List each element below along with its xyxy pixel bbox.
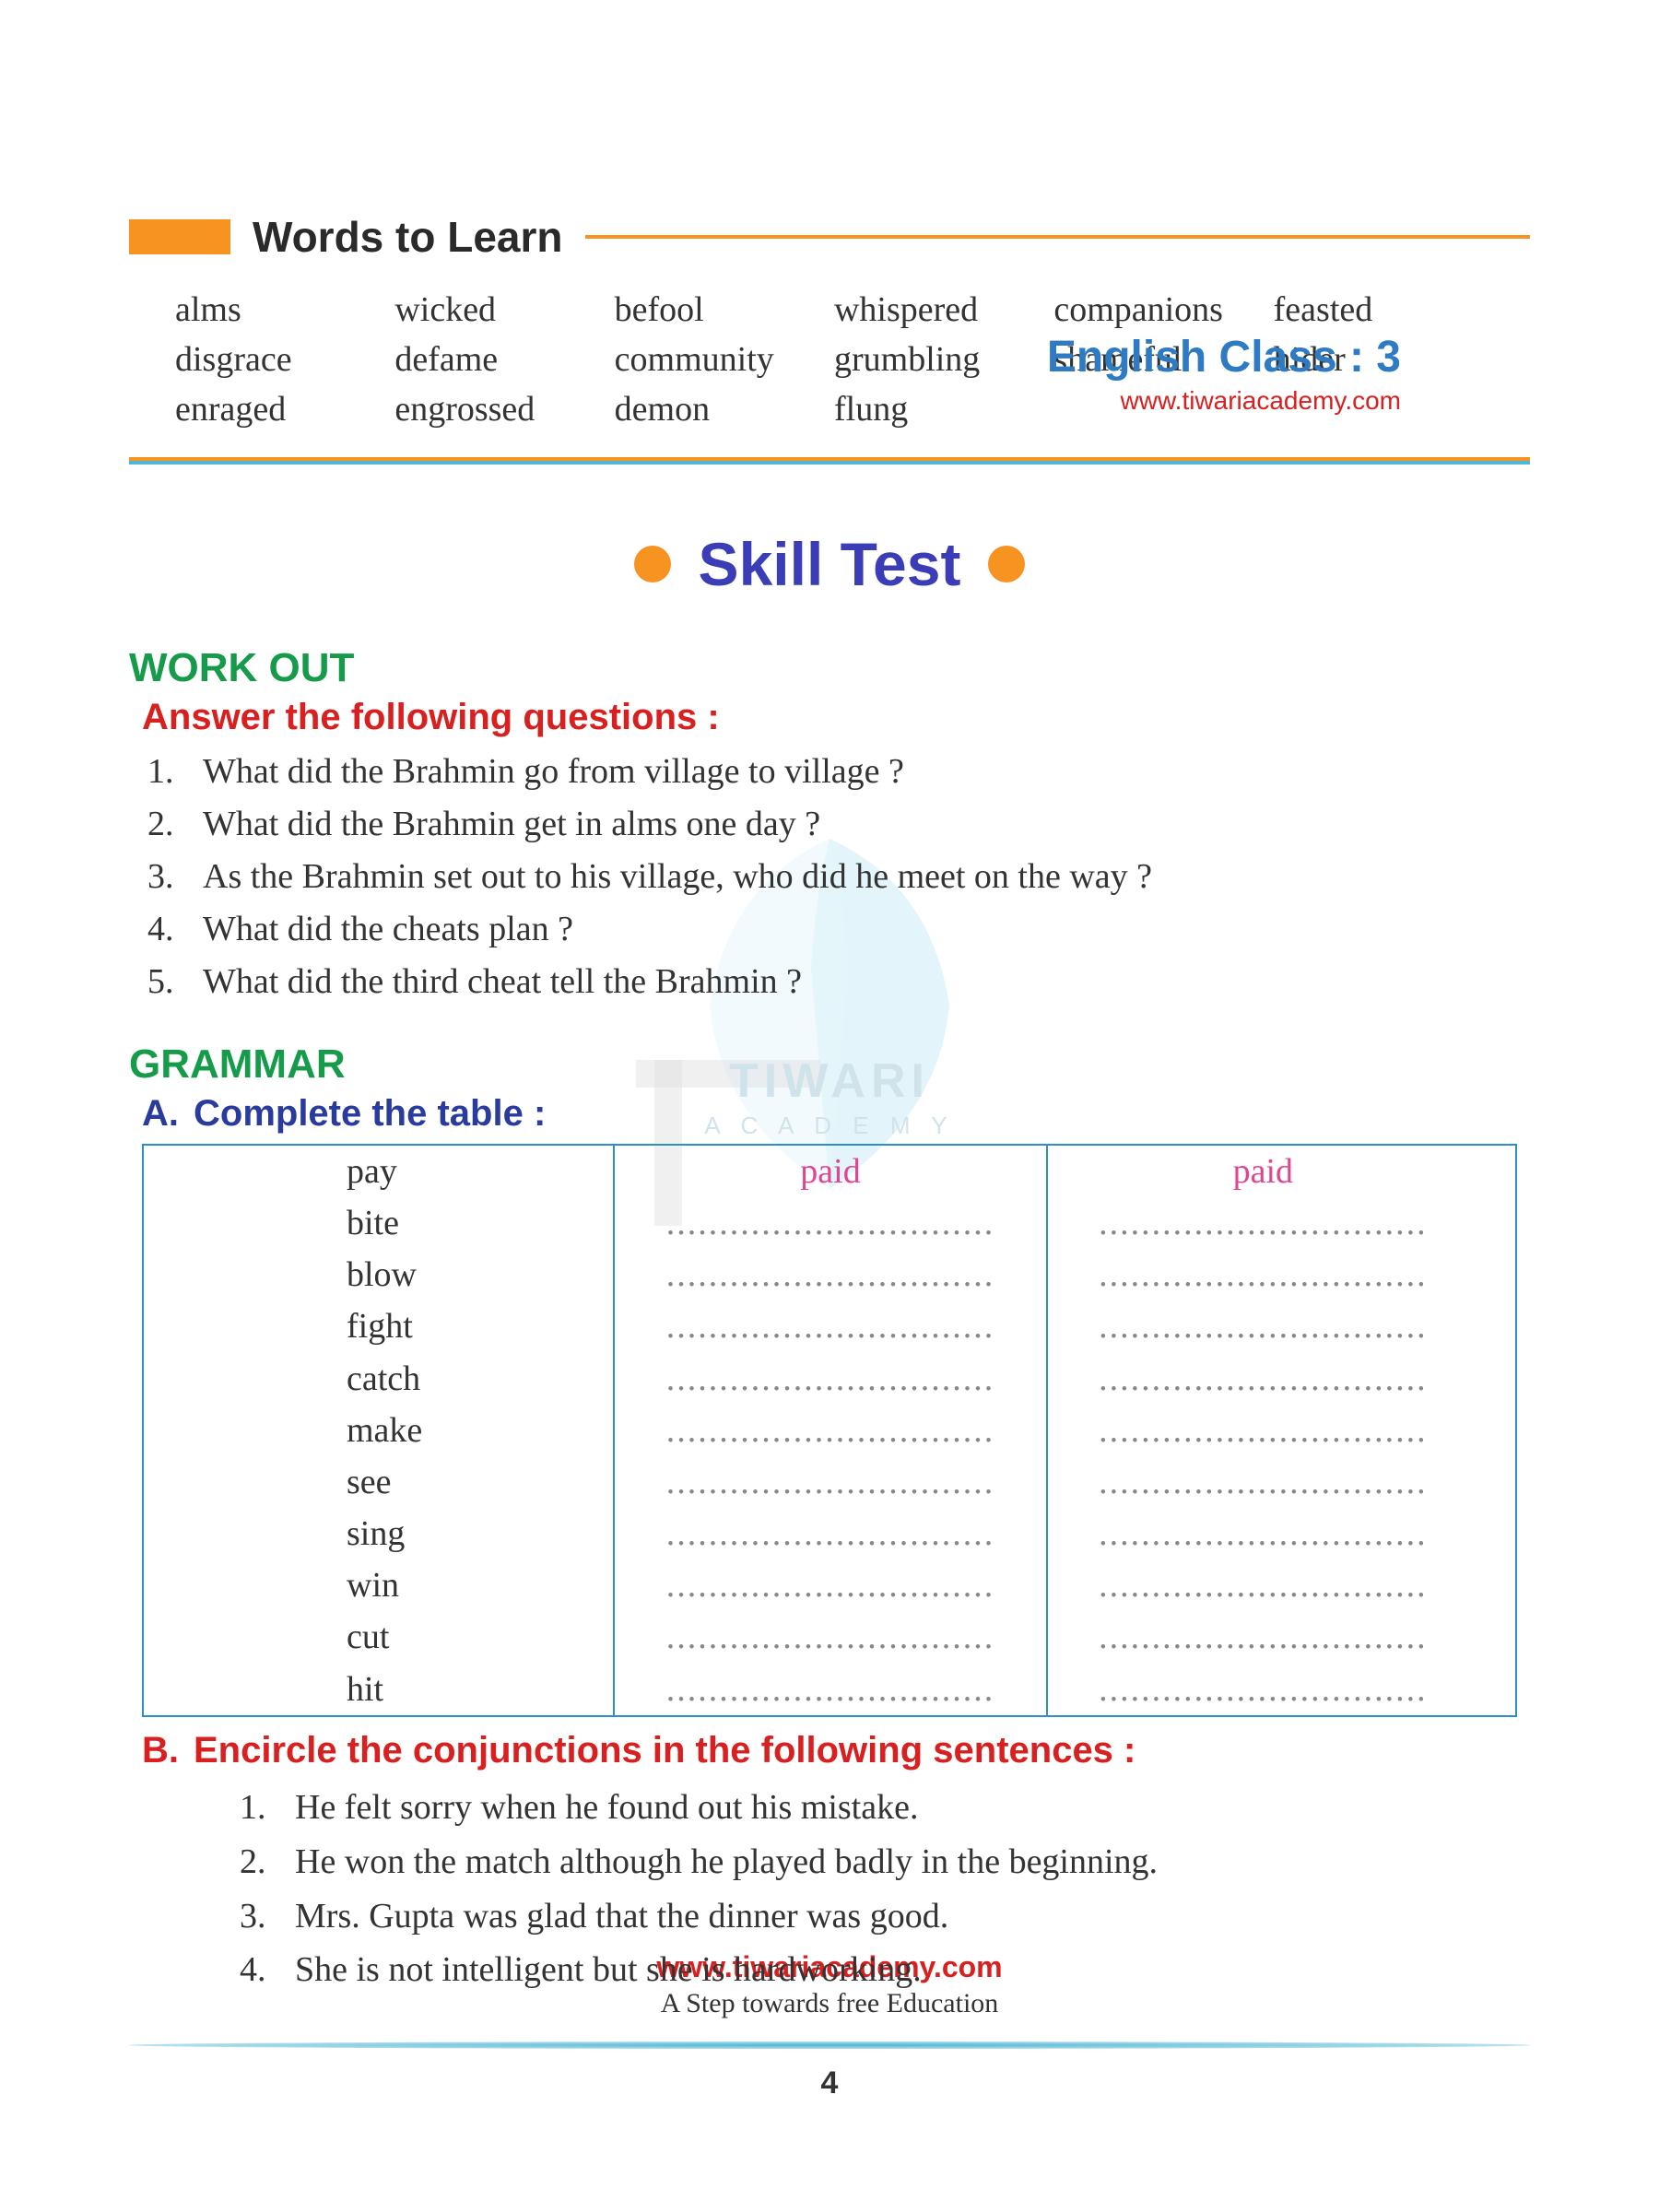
grammar-heading: GRAMMAR [129, 1041, 1530, 1088]
words-title: Words to Learn [253, 212, 563, 262]
page-number: 4 [0, 2065, 1659, 2101]
bullet-icon [634, 546, 671, 582]
grammar-part-a: A. Complete the table : [142, 1093, 1530, 1135]
sentence-item: 1.He felt sorry when he found out his mi… [240, 1781, 1530, 1835]
class-title: English Class : 3 [1047, 332, 1401, 382]
table-row: sing....................................… [144, 1508, 1515, 1559]
workout-instruction: Answer the following questions : [142, 697, 1530, 738]
orange-block-icon [129, 219, 230, 254]
word-item: demon [615, 389, 825, 429]
word-item: feasted [1274, 289, 1484, 330]
word-item: defame [394, 339, 605, 380]
footer-divider [129, 2041, 1530, 2049]
word-item: whispered [834, 289, 1044, 330]
word-item: disgrace [175, 339, 385, 380]
table-row: make....................................… [144, 1405, 1515, 1456]
word-item: community [615, 339, 825, 380]
word-item: grumbling [834, 339, 1044, 380]
question-item: 1.What did the Brahmin go from village t… [147, 746, 1530, 798]
sentence-item: 2.He won the match although he played ba… [240, 1835, 1530, 1889]
word-item: befool [615, 289, 825, 330]
header-url: www.tiwariacademy.com [1047, 386, 1401, 416]
part-b-instruction: Encircle the conjunctions in the followi… [194, 1730, 1135, 1771]
title-line [585, 235, 1530, 239]
part-a-instruction: Complete the table : [194, 1093, 546, 1135]
word-item: alms [175, 289, 385, 330]
question-item: 4.What did the cheats plan ? [147, 903, 1530, 956]
word-item: flung [834, 389, 1044, 429]
word-item: engrossed [394, 389, 605, 429]
table-row: fight...................................… [144, 1300, 1515, 1352]
sentence-item: 4.She is not intelligent but she is hard… [240, 1943, 1530, 1997]
table-row: see.....................................… [144, 1456, 1515, 1508]
table-row: cut.....................................… [144, 1611, 1515, 1663]
word-item: companions [1053, 289, 1264, 330]
skill-test-title: Skill Test [699, 529, 961, 599]
question-list: 1.What did the Brahmin go from village t… [129, 746, 1530, 1008]
question-item: 2.What did the Brahmin get in alms one d… [147, 798, 1530, 851]
part-letter: A. [142, 1093, 194, 1135]
question-item: 3.As the Brahmin set out to his village,… [147, 851, 1530, 903]
word-item: wicked [394, 289, 605, 330]
table-row: catch...................................… [144, 1353, 1515, 1405]
workout-heading: WORK OUT [129, 645, 1530, 691]
bullet-icon [988, 546, 1025, 582]
grammar-part-b: B. Encircle the conjunctions in the foll… [142, 1730, 1530, 1771]
question-item: 5.What did the third cheat tell the Brah… [147, 956, 1530, 1008]
skill-test-header: Skill Test [129, 529, 1530, 599]
table-row: bite....................................… [144, 1197, 1515, 1249]
table-row: win.....................................… [144, 1559, 1515, 1611]
part-letter: B. [142, 1730, 194, 1771]
table-row: hit.....................................… [144, 1664, 1515, 1715]
table-row: blow....................................… [144, 1249, 1515, 1300]
sentence-list: 1.He felt sorry when he found out his mi… [129, 1781, 1530, 1998]
words-section-header: Words to Learn [129, 212, 1530, 262]
page-header: English Class : 3 www.tiwariacademy.com [1047, 332, 1401, 416]
sentence-item: 3.Mrs. Gupta was glad that the dinner wa… [240, 1889, 1530, 1944]
table-row: paypaidpaid [144, 1146, 1515, 1197]
grammar-table: paypaidpaidbite.........................… [142, 1144, 1517, 1717]
word-item: enraged [175, 389, 385, 429]
section-divider [129, 457, 1530, 465]
